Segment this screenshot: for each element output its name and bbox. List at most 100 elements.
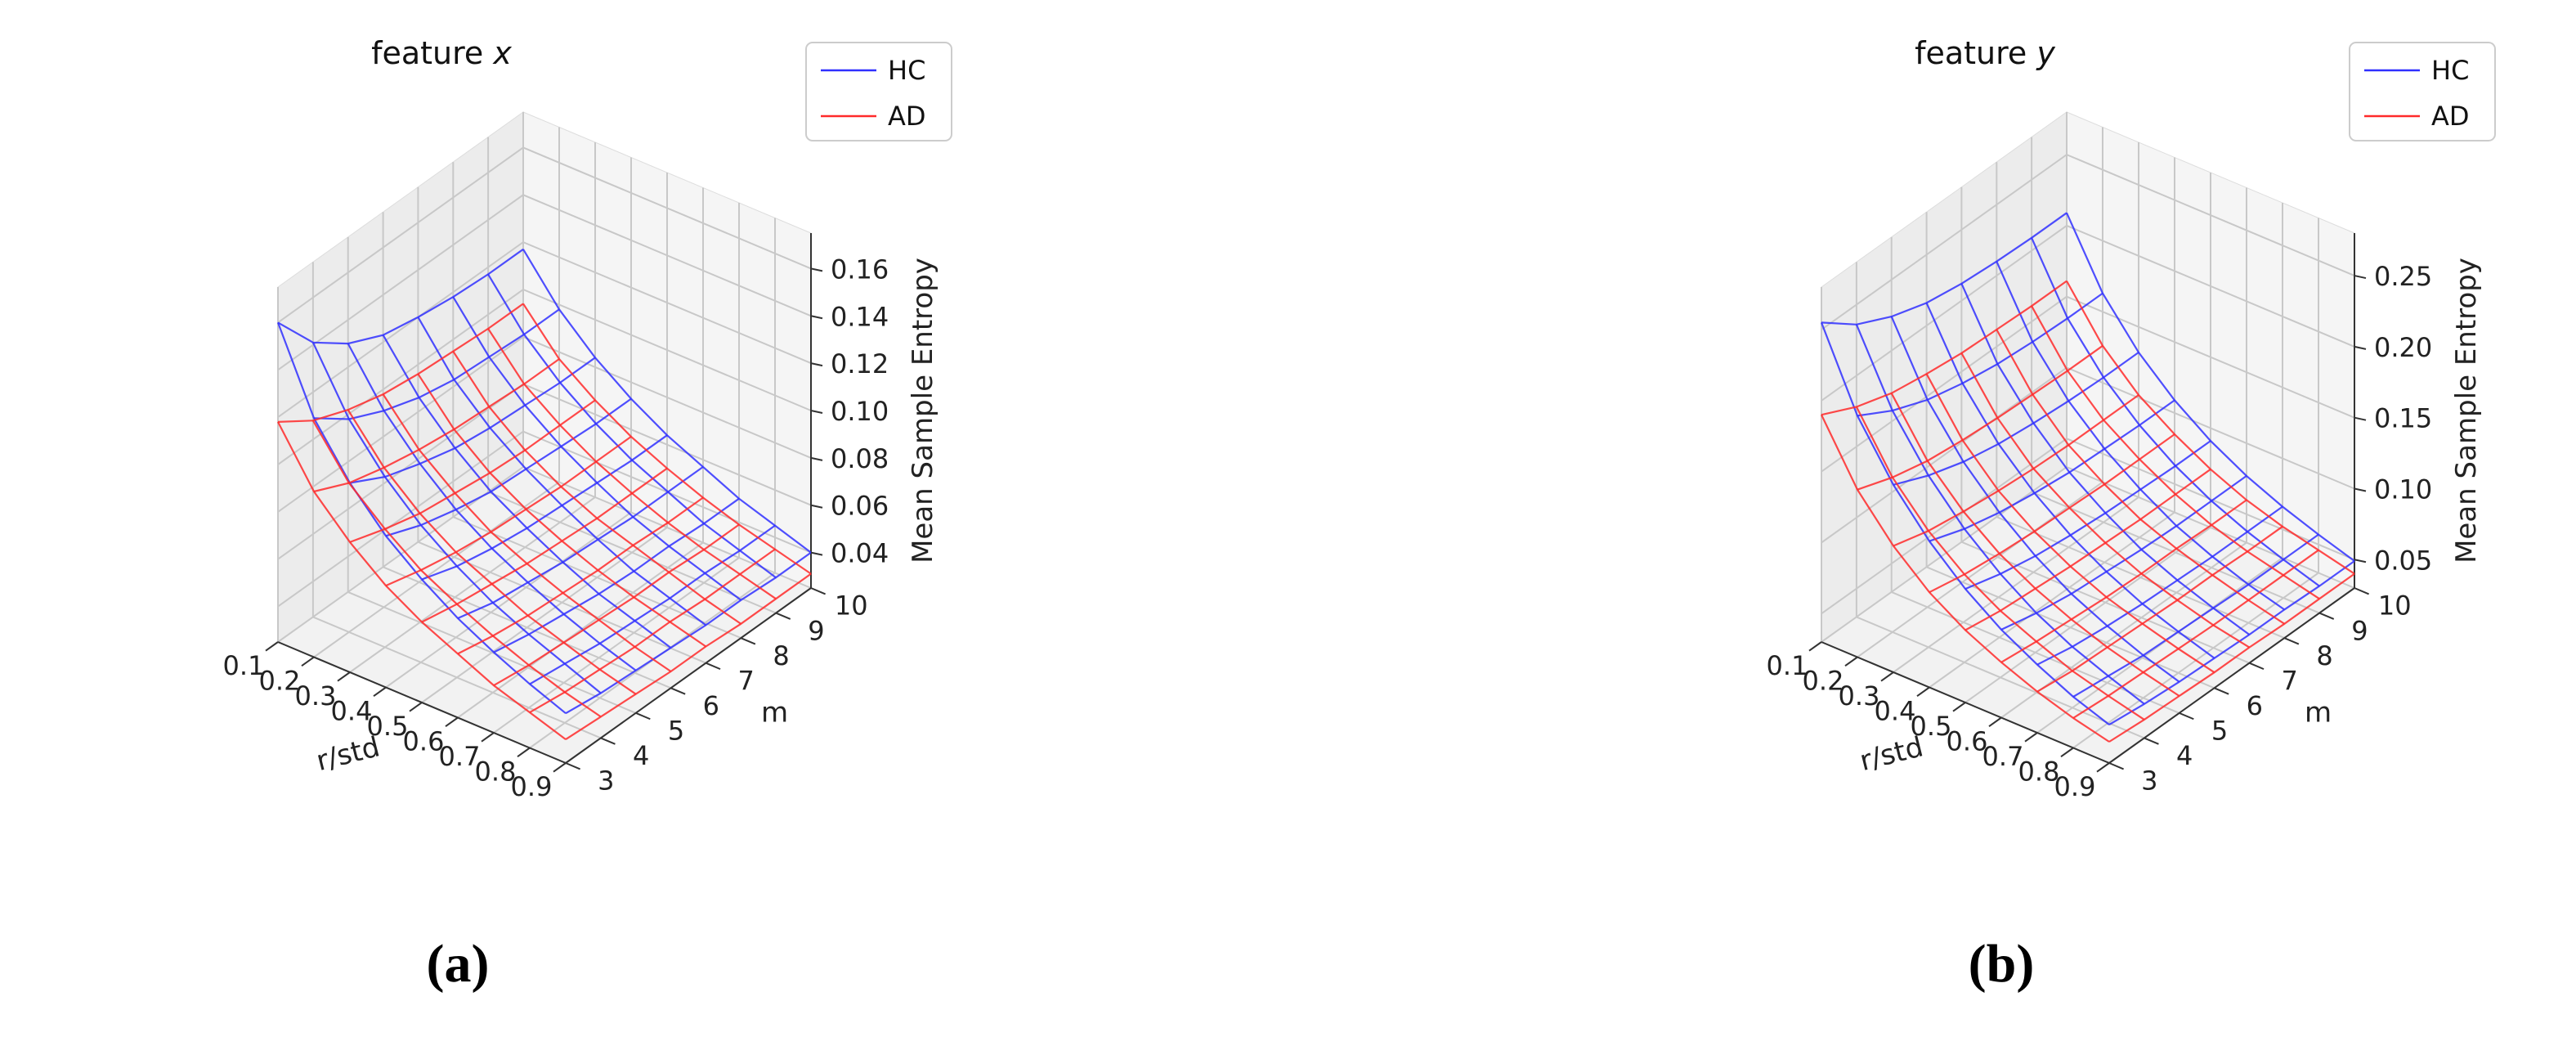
x-tick-label: 0.8: [475, 756, 517, 787]
x-tick-label: 0.3: [1839, 680, 1880, 712]
wire-hc-x: [2036, 505, 2283, 666]
m-tick-label: 6: [2247, 690, 2263, 721]
wire-ad-m: [2066, 281, 2355, 575]
m-tick-label: 3: [2141, 765, 2157, 797]
x-tick-label: 0.5: [1911, 711, 1952, 742]
z-tick-label: 0.05: [2374, 545, 2432, 576]
x-tick: [2060, 747, 2074, 758]
gridline-m: [487, 137, 777, 614]
gridline-m: [1855, 262, 2145, 739]
gridline-m: [1996, 162, 2285, 640]
wire-hc-x: [2000, 475, 2247, 631]
wire-ad-x: [2072, 549, 2319, 719]
wire-hc-m: [1820, 322, 2110, 725]
x-tick: [1808, 641, 1822, 652]
z-tick-label: 0.14: [831, 301, 889, 332]
wire-hc-m: [382, 334, 672, 649]
m-tick: [600, 737, 616, 745]
wire-ad-x: [493, 523, 740, 687]
x-tick-label: 0.9: [2054, 771, 2096, 802]
m-tick-label: 4: [2176, 740, 2193, 771]
wire-ad-x: [1821, 280, 2068, 416]
wire-ad-x: [1857, 344, 2103, 491]
gridline-z: [1821, 438, 2355, 615]
gridline-z: [1821, 153, 2355, 330]
m-axis-line: [565, 587, 812, 764]
wire-hc-x: [313, 308, 560, 420]
wire-ad-m: [452, 351, 741, 625]
wire-ad-m: [311, 420, 602, 718]
x-tick-label: 0.8: [2018, 756, 2060, 787]
wire-hc-x: [1821, 212, 2068, 325]
m-axis-label: m: [2305, 696, 2332, 729]
wire-hc-m: [1925, 302, 2215, 659]
x-tick-label: 0.3: [295, 680, 337, 712]
x-tick-label: 0.6: [403, 725, 445, 756]
z-tick-label: 0.15: [2374, 403, 2432, 434]
x-tick-label: 0.6: [1947, 725, 1988, 756]
m-tick: [2108, 762, 2124, 770]
x-tick: [1988, 716, 2002, 728]
z-tick-label: 0.08: [831, 443, 889, 474]
chart-title: feature x: [371, 35, 512, 71]
chart-title-text: feature: [1915, 35, 2036, 71]
z-tick: [810, 267, 823, 272]
chart-title: feature y: [1915, 35, 2055, 71]
x-tick: [1916, 686, 1930, 698]
x-tick-label: 0.7: [439, 741, 481, 772]
wire-ad-m: [1960, 352, 2250, 649]
wire-hc-x: [1893, 352, 2139, 486]
gridline-m: [1890, 236, 2180, 714]
chart-title-variable: x: [492, 35, 512, 71]
wire-ad-x: [349, 399, 596, 543]
gridline-m: [2031, 137, 2320, 614]
z-tick-label: 0.16: [831, 254, 889, 285]
gridline-z: [277, 146, 812, 324]
legend-label-hc: HC: [2431, 55, 2469, 86]
wire-ad-x: [385, 436, 632, 587]
z-tick-label: 0.10: [831, 396, 889, 427]
m-tick: [810, 587, 826, 595]
wire-ad-x: [277, 303, 524, 423]
x-tick-label: 0.5: [367, 711, 409, 742]
z-tick: [810, 362, 823, 367]
z-tick: [2354, 559, 2367, 563]
wire-ad-m: [1821, 414, 2110, 743]
m-tick-label: 7: [738, 665, 755, 696]
x-axis-label: r/std: [1857, 730, 1926, 778]
gridline-z: [277, 240, 812, 418]
wire-ad-x: [457, 496, 704, 655]
m-tick-label: 10: [2378, 590, 2412, 622]
m-tick-label: 5: [668, 716, 684, 747]
gridline-m: [452, 162, 741, 640]
wire-hc-x: [385, 397, 632, 537]
wire-hc-m: [417, 316, 707, 626]
wire-ad-m: [1890, 393, 2180, 697]
surface-ad: [277, 303, 812, 741]
wire-hc-x: [493, 497, 740, 653]
z-tick: [810, 410, 823, 414]
legend-label-ad: AD: [888, 101, 926, 132]
wire-hc-m: [311, 342, 602, 694]
wire-ad-x: [421, 467, 668, 623]
x-tick-label: 0.4: [331, 695, 373, 726]
x-tick: [1844, 656, 1858, 667]
surface-hc: [1820, 212, 2355, 726]
m-tick: [2354, 587, 2369, 595]
m-tick-label: 5: [2211, 716, 2228, 747]
x-tick: [445, 716, 459, 728]
gridline-z: [277, 335, 812, 513]
x-tick-label: 0.2: [1803, 665, 1844, 696]
legend-box: [805, 42, 952, 141]
wire-ad-x: [2036, 525, 2283, 693]
wire-hc-x: [2072, 533, 2319, 698]
wire-ad-m: [1996, 329, 2285, 625]
x-tick: [553, 762, 567, 773]
wire-ad-x: [565, 572, 812, 741]
chart-title-text: feature: [371, 35, 493, 71]
wire-ad-x: [1929, 433, 2175, 594]
m-axis-line: [2108, 587, 2355, 764]
wire-ad-x: [313, 358, 560, 493]
x-tick: [481, 732, 495, 743]
